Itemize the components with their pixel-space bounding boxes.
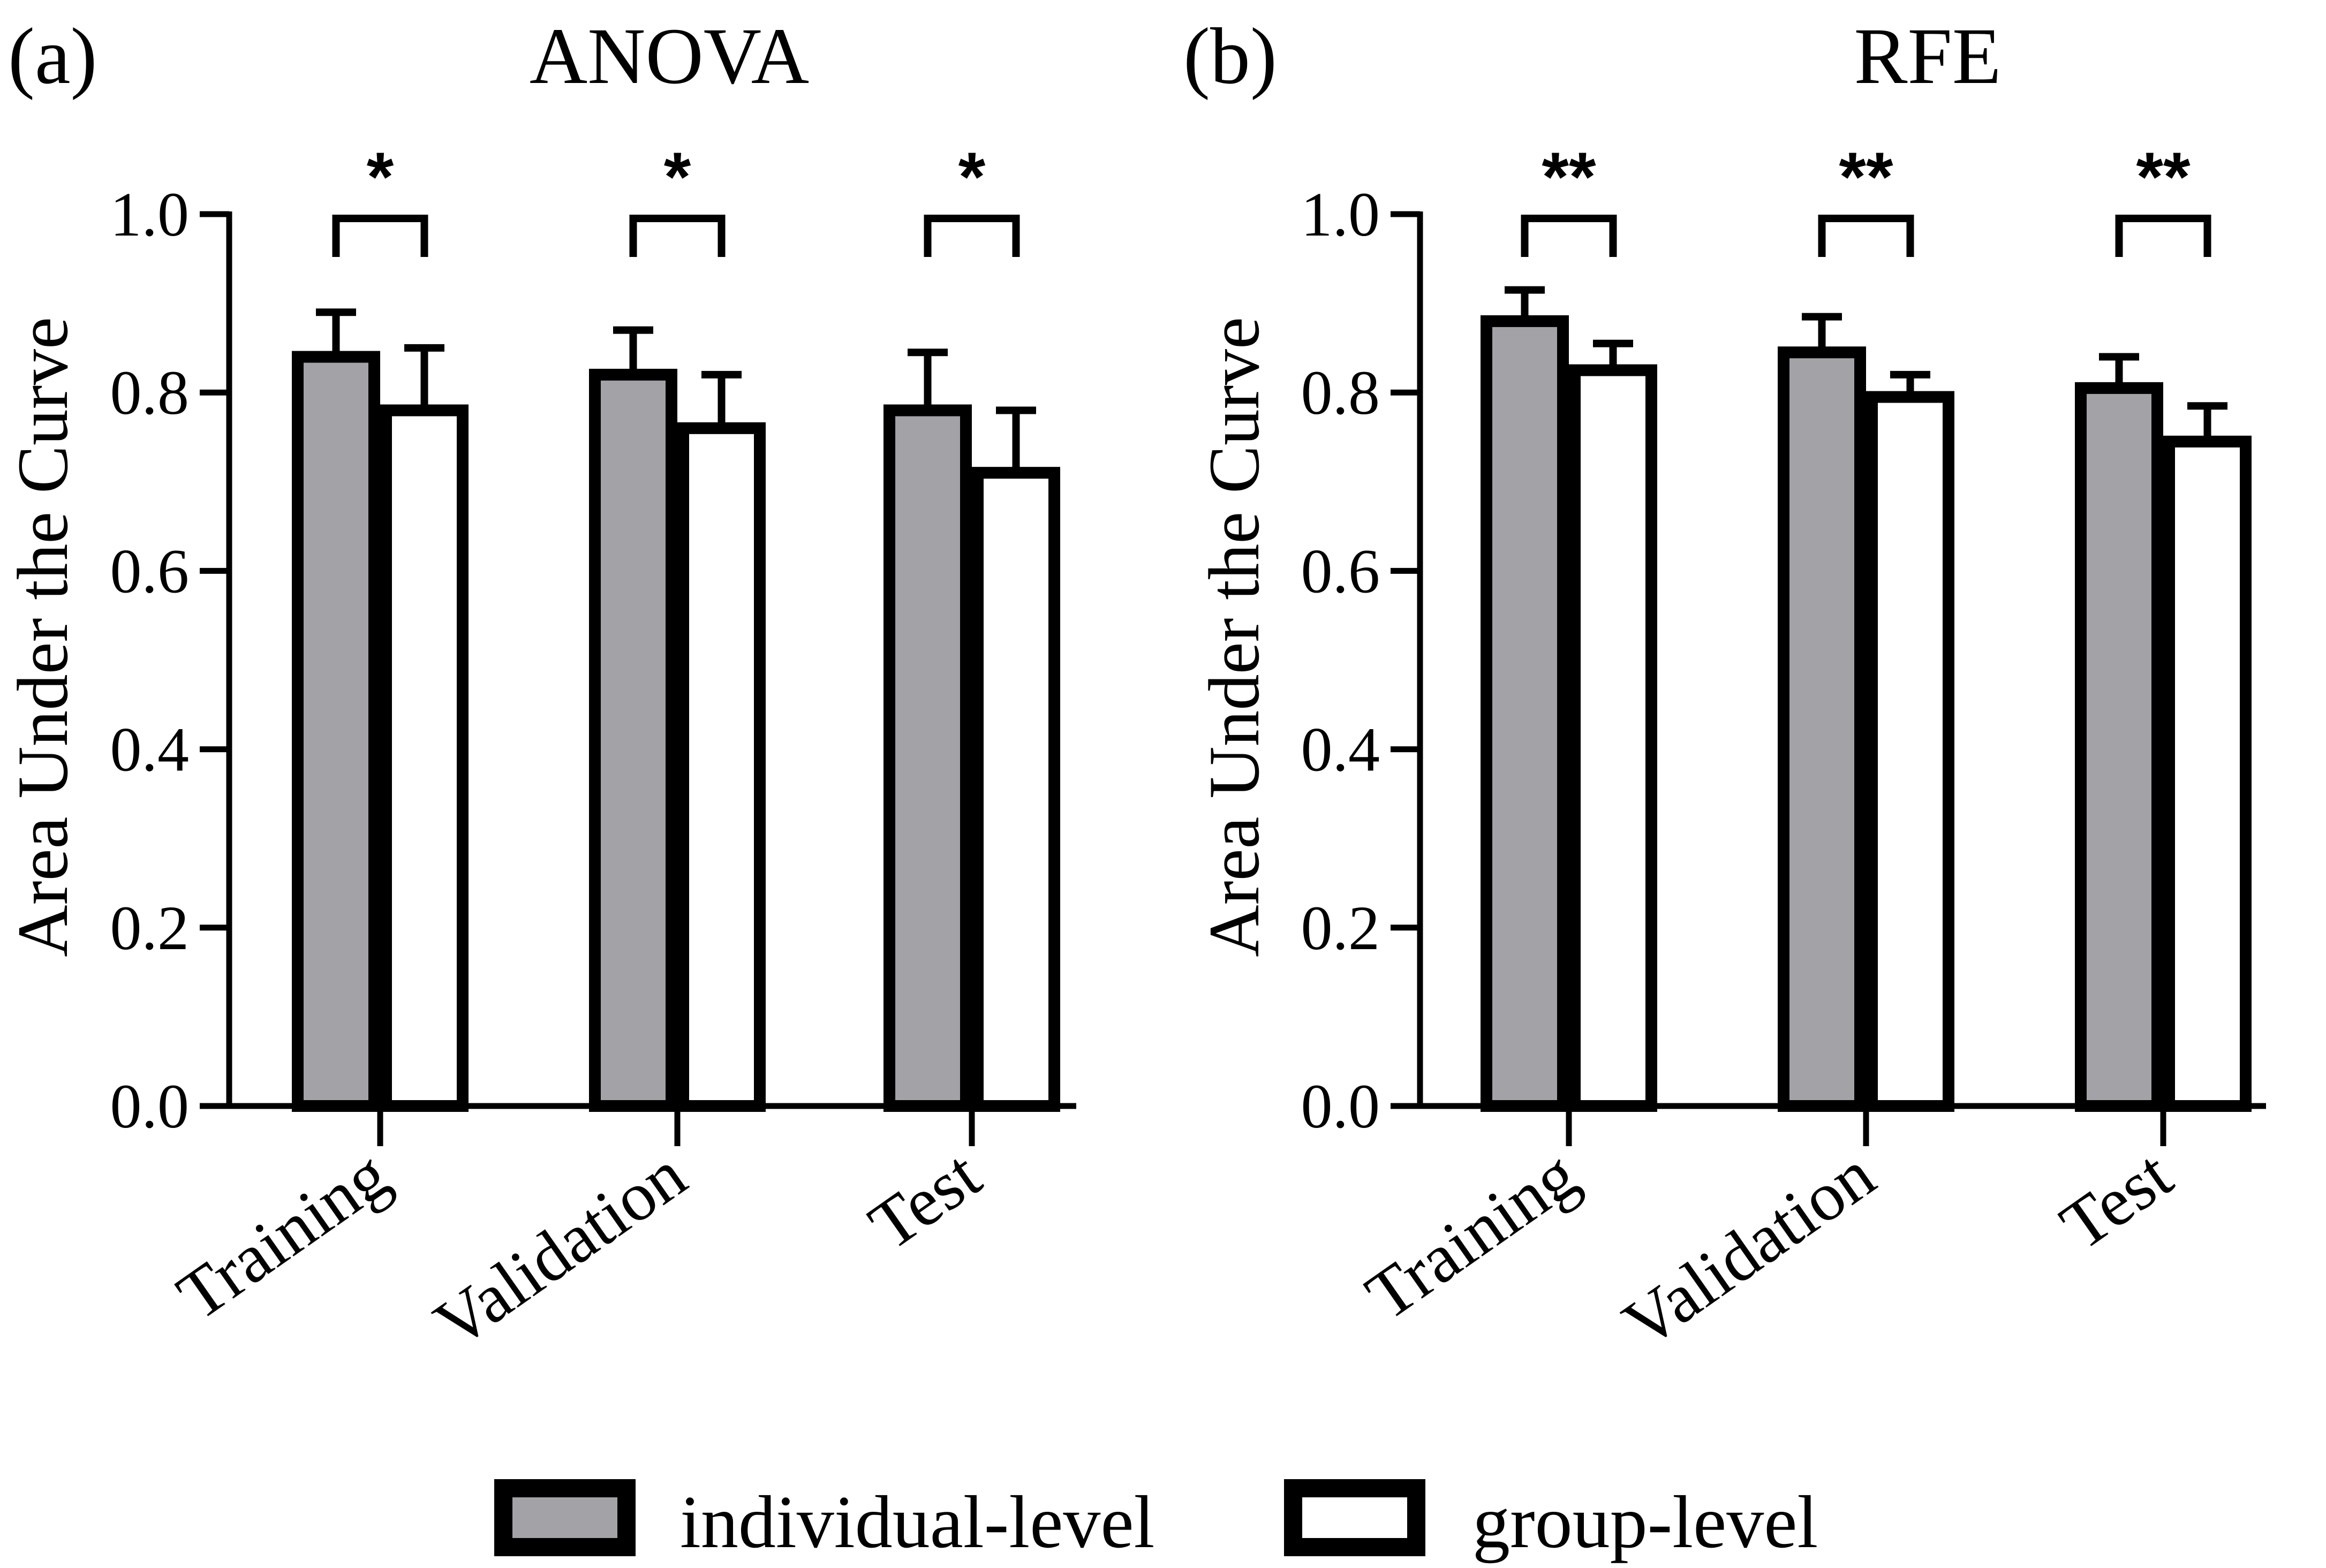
panel-b: (b) RFE Area Under the Curve ** Training *… <box>1183 12 2266 1363</box>
panel-a-bar-individual-level-training <box>292 351 380 1112</box>
panel-b-y-tick-label-1.0: 1.0 <box>1301 179 1380 249</box>
panel-b-bar-individual-level-training <box>1481 315 1569 1112</box>
panel-b-x-label-training: Training <box>1353 1136 1591 1335</box>
panel-a-x-label-test: Test <box>856 1136 994 1265</box>
panel-a-significance-training: * <box>367 138 394 216</box>
panel-a-bar-group-level-validation <box>677 422 766 1112</box>
panel-a-x-label-validation: Validation <box>421 1136 699 1363</box>
panel-a-y-tick-label-0.8: 0.8 <box>110 358 190 428</box>
legend: individual-level group-level <box>494 1479 1818 1564</box>
panel-b-y-tick-label-0.8: 0.8 <box>1301 358 1380 428</box>
panel-a-bracket-test <box>924 215 1020 257</box>
panel-a-y-tick-label-0.6: 0.6 <box>110 536 190 606</box>
panel-b-title: RFE <box>1854 12 2001 101</box>
panel-b-y-tick-label-0.4: 0.4 <box>1301 715 1380 785</box>
panel-a-x-label-training: Training <box>164 1136 403 1335</box>
panel-a-y-axis-label: Area Under the Curve <box>3 317 83 957</box>
panel-b-x-label-validation: Validation <box>1610 1136 1888 1363</box>
panel-b-bar-individual-level-test <box>2075 382 2163 1112</box>
panel-a-bar-individual-level-validation <box>589 368 677 1112</box>
panel-b-bar-group-level-validation <box>1866 391 1954 1112</box>
panel-b-bar-group-level-test <box>2163 435 2252 1112</box>
panel-b-x-label-test: Test <box>2047 1136 2186 1265</box>
panel-b-y-tick-label-0.6: 0.6 <box>1301 536 1380 606</box>
panel-a-y-tick-label-0.4: 0.4 <box>110 715 190 785</box>
legend-swatch-group-level <box>1284 1479 1425 1556</box>
panel-b-significance-validation: ** <box>1839 138 1893 216</box>
panel-a-bar-individual-level-test <box>883 404 972 1112</box>
panel-b-y-tick-label-0.0: 0.0 <box>1301 1071 1380 1141</box>
panel-b-bracket-test <box>2115 215 2211 257</box>
panel-a-title: ANOVA <box>530 12 809 101</box>
legend-label-group-level: group-level <box>1472 1481 1818 1564</box>
panel-b-letter: (b) <box>1183 12 1277 101</box>
panel-a-y-tick-label-1.0: 1.0 <box>110 179 190 249</box>
panel-a-significance-validation: * <box>664 138 691 216</box>
panel-a-letter: (a) <box>8 12 97 101</box>
panel-b-bracket-validation <box>1818 215 1914 257</box>
legend-label-individual-level: individual-level <box>680 1481 1154 1564</box>
panel-a: (a) ANOVA Area Under the Curve * Training… <box>3 12 1076 1363</box>
panel-a-y-tick-label-0.0: 0.0 <box>110 1071 190 1141</box>
panel-b-significance-training: ** <box>1542 138 1596 216</box>
panel-b-bar-individual-level-validation <box>1778 346 1866 1112</box>
panel-a-bar-group-level-training <box>380 404 469 1112</box>
legend-swatch-individual-level <box>494 1479 636 1556</box>
panel-a-significance-test: * <box>958 138 986 216</box>
panel-a-bracket-validation <box>629 215 726 257</box>
panel-b-significance-test: ** <box>2136 138 2191 216</box>
panel-a-bracket-training <box>332 215 428 257</box>
panel-a-bar-group-level-test <box>972 467 1060 1112</box>
panel-a-y-tick-label-0.2: 0.2 <box>110 893 190 963</box>
panel-b-bracket-training <box>1521 215 1617 257</box>
panel-b-y-tick-label-0.2: 0.2 <box>1301 893 1380 963</box>
panel-b-bar-group-level-training <box>1569 364 1657 1112</box>
panel-b-y-axis-label: Area Under the Curve <box>1195 317 1274 957</box>
